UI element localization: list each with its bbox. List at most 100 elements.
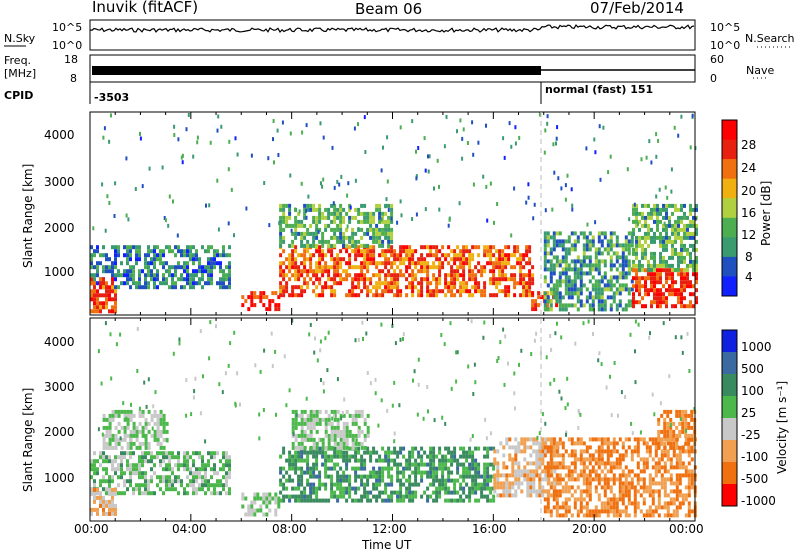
- heatmap-cell: [603, 465, 607, 470]
- heatmap-cell: [606, 501, 610, 506]
- heatmap-cell: [523, 445, 527, 450]
- heatmap-cell: [543, 291, 547, 296]
- heatmap-cell: [513, 273, 517, 278]
- heatmap-cell: [513, 285, 517, 290]
- heatmap-cell: [279, 265, 283, 270]
- heatmap-cell: [345, 249, 349, 254]
- heatmap-cell: [372, 466, 376, 471]
- heatmap-cell: [517, 441, 521, 446]
- heatmap-cell: [378, 474, 382, 479]
- heatmap-cell: [348, 446, 352, 451]
- heatmap-cell: [186, 269, 189, 274]
- heatmap-cell: [447, 466, 451, 471]
- heatmap-cell: [362, 337, 364, 341]
- heatmap-cell: [552, 271, 556, 276]
- heatmap-cell: [222, 273, 225, 278]
- heatmap-cell: [198, 281, 201, 286]
- heatmap-cell: [600, 275, 604, 280]
- heatmap-cell: [147, 261, 150, 266]
- heatmap-cell: [495, 261, 499, 266]
- heatmap-cell: [582, 513, 586, 518]
- heatmap-cell: [450, 454, 454, 459]
- heatmap-cell: [597, 358, 600, 363]
- heatmap-cell: [665, 268, 668, 273]
- heatmap-cell: [657, 433, 661, 438]
- heatmap-cell: [213, 257, 216, 262]
- heatmap-cell: [108, 507, 111, 512]
- heatmap-cell: [591, 243, 595, 248]
- heatmap-cell: [315, 277, 319, 282]
- heatmap-cell: [597, 235, 601, 240]
- heatmap-cell: [663, 465, 667, 470]
- heatmap-cell: [630, 485, 634, 490]
- heatmap-cell: [416, 412, 419, 417]
- heatmap-cell: [600, 453, 604, 458]
- heatmap-cell: [327, 466, 331, 471]
- heatmap-cell: [555, 449, 559, 454]
- heatmap-cell: [642, 481, 646, 486]
- heatmap-cell: [507, 361, 509, 366]
- heatmap-cell: [300, 490, 304, 495]
- heatmap-cell: [456, 269, 460, 274]
- heatmap-cell: [396, 253, 400, 258]
- heatmap-cell: [472, 392, 475, 396]
- heatmap-cell: [114, 467, 117, 472]
- heatmap-cell: [662, 300, 665, 305]
- heatmap-cell: [315, 490, 319, 495]
- heatmap-cell: [600, 461, 604, 466]
- heatmap-cell: [268, 500, 272, 505]
- heatmap-cell: [92, 226, 95, 231]
- heatmap-cell: [522, 277, 526, 282]
- heatmap-cell: [507, 257, 511, 262]
- heatmap-cell: [250, 299, 254, 304]
- heatmap-cell: [603, 299, 607, 304]
- heatmap-cell: [134, 187, 137, 191]
- heatmap-cell: [102, 507, 105, 512]
- heatmap-cell: [598, 124, 601, 129]
- heatmap-cell: [159, 445, 163, 450]
- heatmap-cell: [408, 265, 412, 270]
- heatmap-cell: [552, 239, 556, 244]
- heatmap-cell: [213, 491, 216, 496]
- heatmap-cell: [449, 321, 452, 326]
- heatmap-cell: [576, 267, 580, 272]
- heatmap-cell: [129, 479, 132, 484]
- heatmap-cell: [345, 478, 349, 483]
- heatmap-cell: [450, 490, 454, 495]
- heatmap-cell: [153, 437, 157, 442]
- velocity-ytick-2000: 2000: [44, 425, 75, 439]
- heatmap-cell: [606, 251, 610, 256]
- heatmap-cell: [339, 215, 343, 220]
- heatmap-cell: [558, 271, 562, 276]
- heatmap-cell: [591, 295, 595, 300]
- heatmap-cell: [282, 446, 286, 451]
- heatmap-cell: [384, 253, 388, 258]
- heatmap-cell: [420, 478, 424, 483]
- heatmap-cell: [597, 453, 601, 458]
- heatmap-cell: [579, 291, 583, 296]
- heatmap-cell: [462, 261, 466, 266]
- heatmap-cell: [546, 295, 550, 300]
- heatmap-cell: [612, 437, 616, 442]
- heatmap-cell: [561, 489, 565, 494]
- heatmap-cell: [297, 466, 301, 471]
- heatmap-cell: [541, 477, 545, 482]
- heatmap-cell: [624, 247, 628, 252]
- heatmap-cell: [635, 272, 638, 277]
- heatmap-cell: [213, 261, 216, 266]
- heatmap-cell: [275, 412, 277, 417]
- heatmap-cell: [135, 281, 138, 286]
- heatmap-cell: [656, 272, 659, 277]
- heatmap-cell: [660, 485, 664, 490]
- heatmap-cell: [279, 227, 283, 232]
- heatmap-cell: [219, 479, 222, 484]
- heatmap-cell: [93, 273, 96, 278]
- heatmap-cell: [162, 261, 165, 266]
- heatmap-cell: [662, 321, 665, 326]
- heatmap-cell: [315, 445, 319, 450]
- heatmap-cell: [183, 269, 186, 274]
- heatmap-cell: [263, 181, 266, 185]
- heatmap-cell: [357, 486, 361, 491]
- heatmap-cell: [351, 231, 355, 236]
- heatmap-cell: [678, 465, 682, 470]
